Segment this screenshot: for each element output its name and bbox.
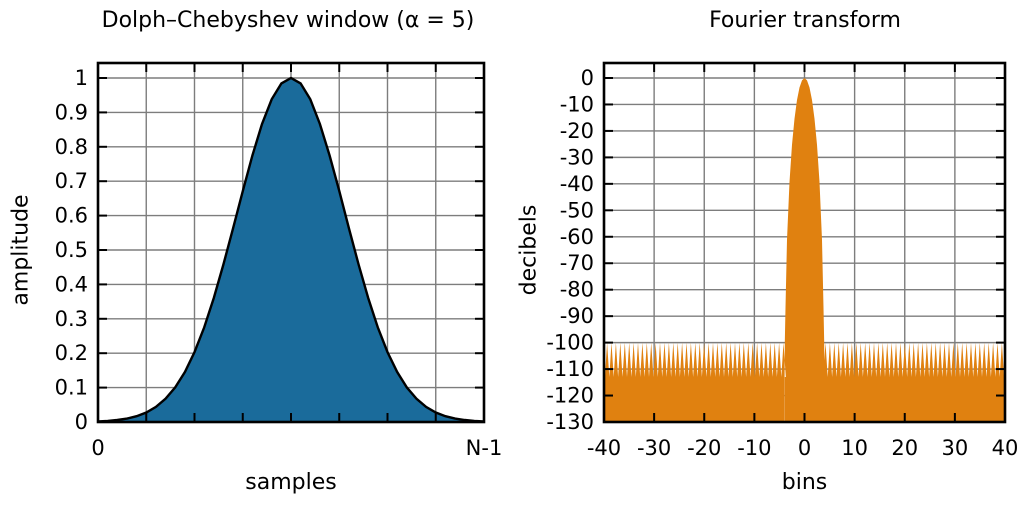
left-x-axis-label: samples: [245, 470, 337, 495]
tick-marks: [603, 63, 1006, 423]
y-tick-label: -30: [560, 145, 594, 169]
y-tick-label: 0.5: [55, 238, 88, 262]
y-tick-label: -80: [560, 278, 594, 302]
y-tick-label: -100: [546, 331, 594, 355]
x-tick-label: 20: [891, 436, 918, 460]
x-tick-label: 10: [841, 436, 868, 460]
y-tick-label: 0.6: [55, 204, 88, 228]
x-tick-label: 30: [942, 436, 969, 460]
tick-marks: [97, 63, 485, 423]
y-tick-label: -130: [546, 410, 594, 434]
y-tick-label: 0: [581, 66, 594, 90]
y-tick-label: -50: [560, 198, 594, 222]
y-tick-label: -70: [560, 251, 594, 275]
x-tick-label: -20: [687, 436, 721, 460]
y-tick-label: 1: [75, 66, 88, 90]
y-tick-label: -60: [560, 225, 594, 249]
y-tick-label: 0.8: [55, 135, 88, 159]
y-tick-label: 0.9: [55, 100, 88, 124]
y-tick-label: 0: [75, 410, 88, 434]
x-tick-label: -30: [637, 436, 671, 460]
y-tick-label: -90: [560, 304, 594, 328]
right-chart-title: Fourier transform: [709, 8, 901, 33]
y-tick-label: -20: [560, 119, 594, 143]
y-tick-label: 0.2: [55, 341, 88, 365]
x-tick-label: N-1: [466, 436, 503, 460]
spectrum-fill: [604, 78, 1005, 422]
y-tick-label: 0.3: [55, 307, 88, 331]
y-tick-label: 0.7: [55, 169, 88, 193]
window-curve-stroke: [97, 76, 485, 423]
fourier-plot: 0-10-20-30-40-50-60-70-80-90-100-110-120…: [546, 61, 1019, 460]
y-tick-label: 0.1: [55, 376, 88, 400]
left-chart-title: Dolph–Chebyshev window (α = 5): [101, 8, 475, 33]
y-tick-label: -40: [560, 172, 594, 196]
right-x-axis-label: bins: [781, 470, 828, 495]
y-tick-label: 0.4: [55, 272, 88, 296]
y-tick-label: -120: [546, 384, 594, 408]
y-tick-label: -110: [546, 357, 594, 381]
y-tick-label: -10: [560, 92, 594, 116]
x-tick-label: 40: [992, 436, 1019, 460]
x-tick-label: 0: [91, 436, 104, 460]
window-plot: 0 0.1 0.2 0.3 0.4 0.5 0.6 0.7 0.8 0.9 1 0 N-1: [55, 61, 503, 460]
x-tick-label: -40: [587, 436, 621, 460]
window-curve-fill: [98, 78, 484, 422]
x-tick-label: -10: [737, 436, 771, 460]
x-tick-label: 0: [798, 436, 811, 460]
